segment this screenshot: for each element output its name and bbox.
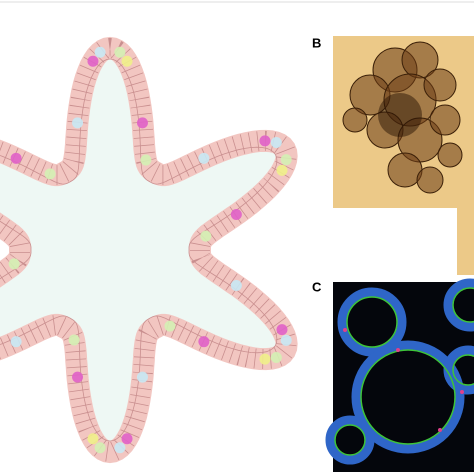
- marked-cell: [10, 336, 22, 348]
- marked-cell: [164, 320, 176, 332]
- marked-cell: [259, 353, 271, 365]
- marked-cell: [121, 55, 133, 67]
- marked-cell: [198, 336, 210, 348]
- marked-cell: [198, 152, 210, 164]
- marked-cell: [68, 334, 80, 346]
- panel-label: B: [312, 35, 321, 50]
- marked-cell: [200, 230, 212, 242]
- marked-cell: [140, 154, 152, 166]
- marked-cell: [72, 371, 84, 383]
- marked-cell: [114, 442, 126, 454]
- brightfield-image: [333, 36, 474, 275]
- marked-cell: [280, 334, 292, 346]
- apical-edge: [0, 58, 278, 442]
- marked-cell: [136, 371, 148, 383]
- marked-cell: [10, 152, 22, 164]
- epithelium: [0, 36, 298, 464]
- marked-cell: [270, 351, 282, 363]
- special-cells: [8, 46, 292, 454]
- panel-label: C: [312, 279, 322, 294]
- marked-cell: [121, 433, 133, 445]
- marked-cell: [87, 55, 99, 67]
- marked-cell: [276, 324, 288, 336]
- marked-cell: [136, 117, 148, 129]
- marked-cell: [87, 433, 99, 445]
- marked-cell: [44, 168, 56, 180]
- lumen: [0, 48, 287, 452]
- marked-cell: [276, 164, 288, 176]
- marked-cell: [230, 209, 242, 221]
- marked-cell: [259, 135, 271, 147]
- marked-cell: [280, 154, 292, 166]
- marked-cell: [94, 46, 106, 58]
- marked-cell: [8, 258, 20, 270]
- fluorescence-image: [325, 278, 474, 472]
- organoid-diagram: [0, 36, 298, 464]
- marked-cell: [230, 279, 242, 291]
- marked-cell: [114, 46, 126, 58]
- marked-cell: [94, 442, 106, 454]
- marked-cell: [72, 117, 84, 129]
- marked-cell: [270, 137, 282, 149]
